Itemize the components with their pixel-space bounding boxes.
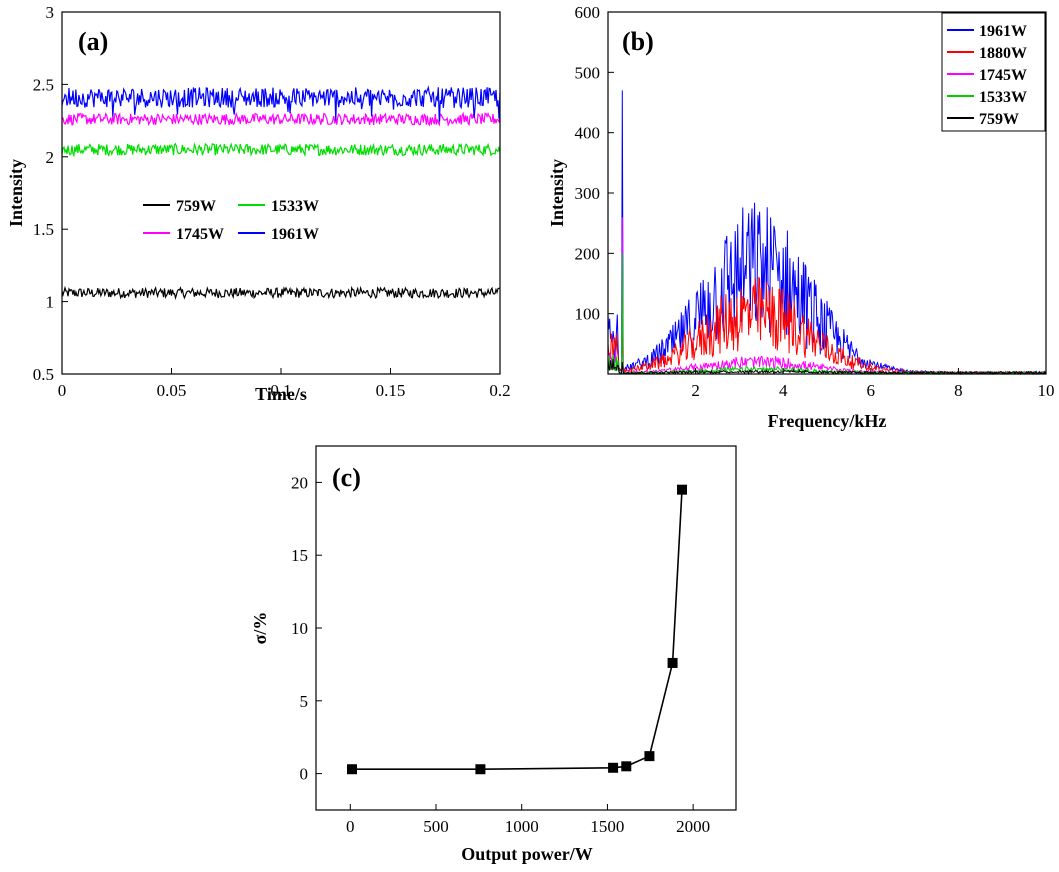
panel-a-ytick-label: 2 [46,148,55,167]
panel-b-xtick-label: 8 [954,381,963,400]
panel-c-point [347,764,357,775]
panel-a-legend-label-1745w: 1745W [176,226,224,243]
panel-c-frame [315,445,737,811]
panel-c-ylabel: σ/% [250,612,270,645]
panel-b-ytick-label: 200 [575,244,601,263]
panel-a: 0 0.05 0.1 0.15 0.2 0.5 1 1.5 2 2.5 3 (a) Time/s I… [6,3,511,404]
panel-b-series-group [607,90,1047,376]
panel-a-ytick-label: 2.5 [33,75,54,94]
panel-a-series-1533w [61,142,501,158]
panel-a-xtick-label: 0.2 [489,381,510,400]
panel-b-ytick-label: 400 [575,124,601,143]
panel-b-series-1961w [607,90,1047,376]
panel-c-ticks: 0 500 1000 1500 2000 0 5 10 15 20 [291,473,710,836]
panel-b: 2 4 6 8 10 100 200 300 400 500 600 (b) Frequency/k… [547,3,1055,431]
panel-c-ytick-label: 20 [291,473,308,492]
panel-b-ticks: 2 4 6 8 10 100 200 300 400 500 600 [575,3,1055,400]
panel-a-series-1745w [61,111,501,127]
panel-a-ylabel: Intensity [6,159,26,227]
panel-a-series-759w [61,285,500,301]
panel-a-ytick-label: 3 [46,3,55,22]
panel-c-xtick-label: 1000 [505,817,539,836]
panel-a-xtick-label: 0 [58,381,67,400]
panel-a-legend: 759W 1533W 1745W 1961W [143,198,319,243]
panel-b-xtick-label: 6 [867,381,876,400]
panel-c: 0 500 1000 1500 2000 0 5 10 15 20 (c) Output powe… [250,445,737,864]
panel-b-ytick-label: 300 [575,184,601,203]
panel-b-legend-label-1961w: 1961W [979,23,1027,40]
panel-c-point [677,484,687,495]
panel-a-ytick-label: 1.5 [33,220,54,239]
panel-b-ytick-label: 500 [575,63,601,82]
panel-a-label: (a) [78,27,108,56]
panel-a-xtick-label: 0.15 [376,381,406,400]
panel-a-series-group [61,85,501,301]
panel-b-xlabel: Frequency/kHz [768,411,887,431]
panel-c-point [644,751,655,762]
panel-c-xtick-label: 0 [346,817,355,836]
panel-a-ytick-label: 1 [46,293,55,312]
panel-c-point [667,657,678,668]
panel-c-xtick-label: 2000 [676,817,710,836]
panel-a-frame [61,11,501,375]
panel-a-legend-label-1533w: 1533W [271,198,319,215]
panel-a-ticks: 0 0.05 0.1 0.15 0.2 0.5 1 1.5 2 2.5 3 [33,3,511,400]
panel-b-legend-label-1745w: 1745W [979,67,1027,84]
panel-b-label: (b) [622,27,654,56]
panel-a-xtick-label: 0.1 [270,381,291,400]
panel-c-ytick-label: 5 [300,692,309,711]
panel-a-legend-label-1961w: 1961W [271,226,319,243]
panel-b-legend-box [941,12,1046,132]
panel-b-legend-label-1533w: 1533W [979,89,1027,106]
panel-c-ytick-label: 10 [291,619,308,638]
panel-b-legend: 1961W 1880W 1745W 1533W 759W [941,12,1046,132]
panel-b-ytick-label: 600 [575,3,601,22]
panel-c-xtick-label: 500 [423,817,449,836]
panel-c-point [621,761,632,772]
panel-a-series-1961w [61,85,501,122]
panel-b-series-759w [607,358,1047,376]
panel-b-ylabel: Intensity [547,159,567,227]
panel-a-xtick-label: 0.05 [157,381,187,400]
panel-c-label: (c) [332,463,361,492]
panel-c-xtick-label: 1500 [590,817,624,836]
panel-b-legend-label-1880w: 1880W [979,45,1027,62]
panel-a-legend-label-759w: 759W [176,198,216,215]
panel-c-series-line [352,489,683,770]
panel-a-xlabel: Time/s [255,384,307,404]
panel-b-legend-label-759w: 759W [979,111,1019,128]
panel-b-xtick-label: 10 [1038,381,1055,400]
panel-b-xtick-label: 4 [779,381,788,400]
panel-c-ytick-label: 0 [300,765,309,784]
panel-b-ytick-label: 100 [575,305,601,324]
panel-c-ytick-label: 15 [291,546,308,565]
panel-c-point [608,762,619,773]
panel-a-ytick-label: 0.5 [33,365,54,384]
panel-c-xlabel: Output power/W [461,844,593,864]
panel-c-point [475,764,486,775]
panel-c-series-group [347,484,687,775]
panel-b-xtick-label: 2 [691,381,700,400]
